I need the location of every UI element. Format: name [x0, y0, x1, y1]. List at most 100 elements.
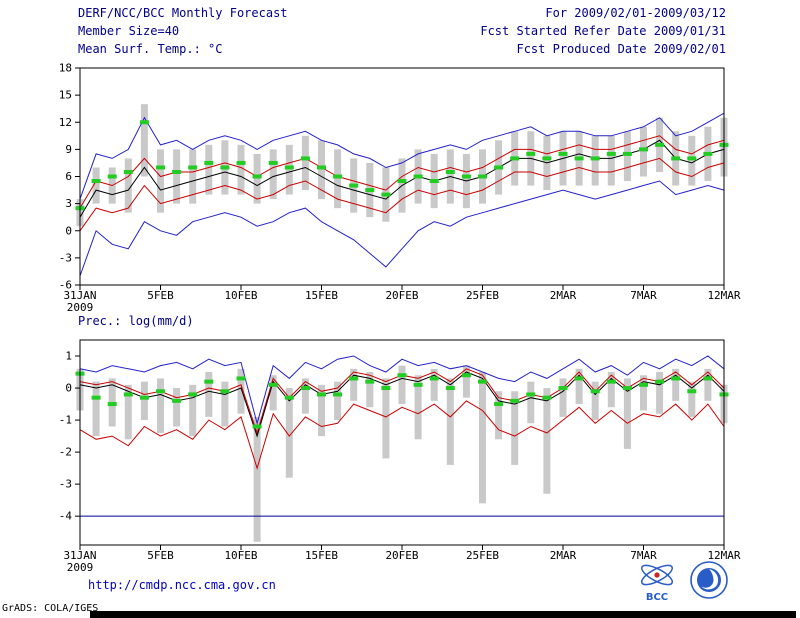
x-tick-label: 2MAR — [550, 289, 577, 302]
spread-bar — [688, 135, 696, 186]
y-tick-label: 0 — [65, 224, 72, 237]
ncc-cma-logo — [690, 561, 728, 599]
spread-bar — [704, 368, 712, 401]
x-tick-label: 12MAR — [707, 289, 740, 302]
series-line-lower-quartile — [79, 157, 725, 232]
spread-bar — [398, 365, 406, 405]
spread-bar — [672, 368, 680, 401]
series-line-ensemble-max — [79, 355, 725, 426]
spread-bar — [382, 378, 390, 459]
y-tick-label: -4 — [59, 510, 73, 523]
spread-bar — [334, 381, 342, 421]
x-axis-year-label: 2009 — [67, 561, 94, 574]
spread-bar — [301, 378, 309, 414]
bcc-logo: BCC — [640, 564, 674, 603]
x-tick-label: 25FEB — [466, 289, 499, 302]
series-line-ensemble-max — [79, 112, 725, 200]
spread-bar — [543, 388, 551, 494]
spread-bar — [92, 167, 100, 204]
x-tick-label: 5FEB — [147, 289, 174, 302]
bottom-border-bar — [90, 611, 796, 618]
precipitation-chart: 1 0 -1 -2 -3 -4 31JAN 5FEB 10FEB 15FEB 20FEB 25FEB 2… — [59, 339, 741, 574]
x-tick-label: 20FEB — [385, 549, 418, 562]
series-line-upper-quartile — [79, 135, 725, 209]
spread-bar — [591, 381, 599, 421]
x-tick-label: 7MAR — [630, 289, 657, 302]
spread-bar — [189, 384, 197, 437]
series-line-ensemble-mean — [79, 371, 725, 438]
x-tick-label: 2MAR — [550, 549, 577, 562]
spread-bar — [430, 368, 438, 401]
spread-bar — [446, 378, 454, 465]
spread-bar — [269, 149, 277, 200]
spread-bar — [527, 381, 535, 424]
grads-credit: GrADS: COLA/IGES — [2, 603, 99, 614]
spread-bar — [479, 372, 486, 504]
spread-bar — [414, 375, 422, 440]
bcc-logo-label: BCC — [646, 592, 668, 603]
spread-bar — [688, 381, 696, 417]
y-tick-label: -2 — [59, 446, 72, 459]
spread-bar — [124, 158, 132, 213]
spread-bar — [221, 381, 229, 427]
spread-bar — [253, 416, 261, 542]
y-tick-label: 1 — [65, 350, 72, 363]
precip-chart-title: Prec.: log(mm/d) — [78, 314, 194, 328]
cyclone-swirl-icon — [701, 569, 719, 590]
produced-date: Fcst Produced Date 2009/02/01 — [516, 42, 726, 56]
spread-bar — [285, 388, 293, 478]
spread-bar — [511, 391, 519, 465]
refer-date: Fcst Started Refer Date 2009/01/31 — [480, 24, 726, 38]
spread-bar — [173, 388, 181, 427]
y-tick-label: 6 — [65, 170, 72, 183]
spread-bar — [301, 135, 309, 191]
median-dashes — [75, 371, 729, 429]
spread-bar — [253, 153, 261, 204]
x-tick-label: 20FEB — [385, 289, 418, 302]
x-axis-year-label: 2009 — [67, 301, 94, 314]
y-tick-label: -1 — [59, 414, 72, 427]
page-title: DERF/NCC/BCC Monthly Forecast — [78, 6, 288, 20]
series-line-ensemble-min — [79, 180, 725, 277]
spread-bar — [640, 375, 647, 411]
y-tick-label: 0 — [65, 382, 72, 395]
bcc-logo-dot — [654, 572, 660, 578]
spread-bar — [656, 372, 664, 414]
x-tick-label: 15FEB — [305, 289, 338, 302]
spread-bars — [76, 104, 728, 227]
spread-bar — [157, 378, 164, 433]
spread-bar — [237, 144, 245, 195]
spread-bar — [559, 378, 567, 417]
y-tick-label: 15 — [59, 89, 72, 102]
median-dashes — [75, 120, 729, 211]
spread-bar — [318, 384, 325, 437]
spread-bar — [575, 368, 583, 405]
series-line-lower-quartile — [79, 400, 725, 470]
x-tick-label: 15FEB — [305, 549, 338, 562]
x-tick-label: 5FEB — [147, 549, 174, 562]
x-tick-label: 25FEB — [466, 549, 499, 562]
spread-bar — [462, 365, 470, 398]
spread-bar — [140, 104, 148, 177]
x-tick-label: 7MAR — [630, 549, 657, 562]
spread-bar — [92, 381, 100, 437]
spread-bar — [591, 135, 599, 186]
y-tick-label: -3 — [59, 478, 72, 491]
x-tick-label: 12MAR — [707, 549, 740, 562]
spread-bar — [237, 368, 245, 414]
y-tick-label: -6 — [59, 279, 72, 292]
spread-bar — [607, 372, 615, 408]
y-tick-label: 12 — [59, 116, 72, 129]
spread-bar — [318, 140, 325, 200]
spread-bar — [269, 375, 277, 411]
spread-bar — [350, 368, 358, 401]
member-size: Member Size=40 — [78, 24, 180, 38]
x-tick-label: 10FEB — [224, 549, 257, 562]
spread-bar — [205, 144, 213, 195]
spread-bar — [189, 149, 197, 204]
cmdp-url-link[interactable]: http://cmdp.ncc.cma.gov.cn — [88, 578, 276, 592]
series-line-ensemble-mean — [79, 139, 725, 218]
spread-bar — [140, 381, 148, 421]
